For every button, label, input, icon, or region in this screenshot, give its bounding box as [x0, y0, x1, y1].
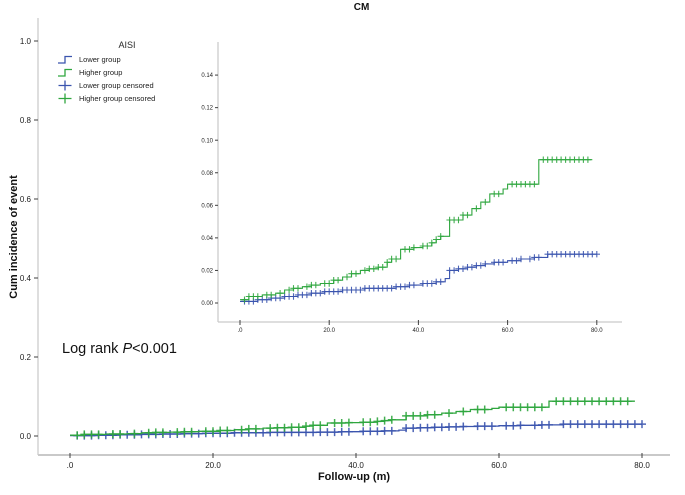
inset-censor-marks-lower — [241, 251, 600, 305]
inset-x-tick-label: 80.0 — [591, 328, 603, 334]
log-rank-annotation: Log rank P<0.001 — [62, 341, 177, 357]
main-x-tick-label: .0 — [67, 461, 74, 470]
legend-item-lower-censored: Lower group censored — [57, 79, 207, 92]
main-y-tick-label: 0.2 — [20, 353, 32, 362]
annotation-p: P — [122, 341, 133, 357]
plus-censor-icon — [58, 80, 72, 91]
main-x-tick-label: 20.0 — [205, 461, 221, 470]
inset-y-tick-label: 0.02 — [201, 269, 213, 275]
inset-y-tick-label: 0.08 — [201, 171, 213, 177]
inset-y-tick-label: 0.10 — [201, 138, 213, 144]
main-y-tick-label: 0.4 — [20, 274, 32, 283]
main-y-tick-label: 0.6 — [20, 195, 32, 204]
main-x-tick-label: 60.0 — [491, 461, 507, 470]
legend-item-higher-censored: Higher group censored — [57, 92, 207, 105]
inset-y-tick-label: 0.14 — [201, 73, 213, 79]
annotation-suffix: <0.001 — [132, 341, 177, 357]
inset-curve-higher — [240, 159, 593, 301]
legend: AISI Lower group Higher group Lower grou… — [57, 40, 207, 105]
y-axis-label: Cum incidence of event — [8, 175, 20, 299]
main-y-tick-label: 0.8 — [20, 116, 32, 125]
main-x-tick-label: 40.0 — [348, 461, 364, 470]
inset-censor-marks-higher — [241, 156, 592, 303]
step-line-icon — [58, 68, 72, 77]
main-censor-marks-higher — [73, 397, 632, 440]
step-line-icon — [58, 55, 72, 64]
chart-title: CM — [353, 2, 370, 13]
main-x-tick-label: 80.0 — [634, 461, 650, 470]
annotation-prefix: Log rank — [62, 341, 123, 357]
inset-x-tick-label: 40.0 — [413, 328, 425, 334]
legend-item-label: Lower group — [79, 55, 121, 64]
inset-x-tick-label: 60.0 — [502, 328, 514, 334]
main-y-tick-label: 1.0 — [20, 37, 32, 46]
inset-y-tick-label: 0.12 — [201, 106, 213, 112]
inset-y-tick-label: 0.04 — [201, 236, 213, 242]
plus-censor-icon — [58, 93, 72, 104]
inset-y-tick-label: 0.06 — [201, 203, 213, 209]
legend-item-label: Higher group censored — [79, 94, 156, 103]
inset-x-tick-label: .0 — [237, 328, 243, 334]
legend-item-lower-group: Lower group — [57, 53, 207, 66]
legend-item-higher-group: Higher group — [57, 66, 207, 79]
inset-x-tick-label: 20.0 — [323, 328, 335, 334]
inset-y-tick-label: 0.00 — [201, 301, 213, 307]
legend-title: AISI — [118, 40, 136, 50]
legend-item-label: Higher group — [79, 68, 123, 77]
legend-item-label: Lower group censored — [79, 81, 154, 90]
main-y-tick-label: 0.0 — [20, 432, 32, 441]
x-axis-label: Follow-up (m) — [317, 471, 391, 483]
